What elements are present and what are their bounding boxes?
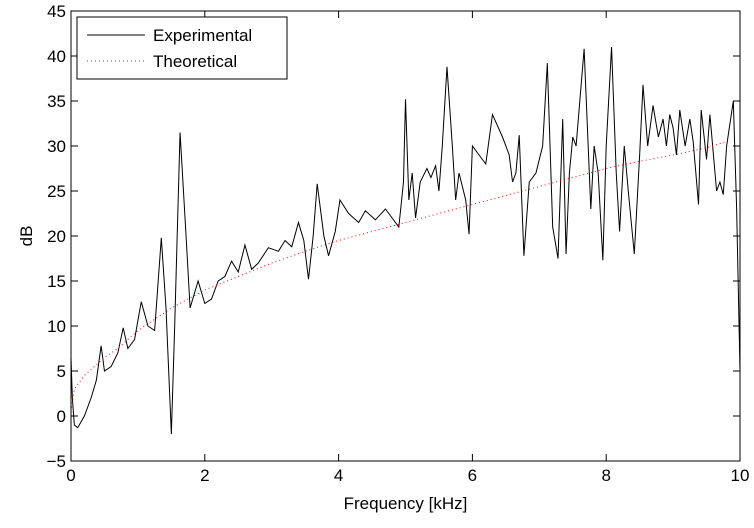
y-axis-label: dB: [17, 226, 36, 247]
data-line: [70, 46, 741, 435]
y-tick-label: 35: [47, 92, 66, 111]
y-tick-label: 40: [47, 47, 66, 66]
y-tick-label: −5: [47, 452, 66, 471]
legend-box: [76, 16, 288, 80]
x-tick-label: 0: [66, 466, 75, 485]
y-tick-label: 5: [57, 362, 66, 381]
y-tick-label: 10: [47, 317, 66, 336]
legend-label: Experimental: [153, 26, 252, 45]
x-tick-label: 8: [601, 466, 610, 485]
y-tick-label: 25: [47, 182, 66, 201]
y-tick-label: 30: [47, 137, 66, 156]
plot-area: [71, 11, 740, 461]
x-tick-label: 6: [468, 466, 477, 485]
y-tick-label: 20: [47, 227, 66, 246]
y-tick-label: 45: [47, 2, 66, 21]
x-tick-label: 4: [334, 466, 343, 485]
x-tick-label: 2: [200, 466, 209, 485]
axes-frame: [70, 10, 741, 462]
x-axis-label: Frequency [kHz]: [344, 494, 468, 513]
x-tick-label: 10: [731, 466, 750, 485]
y-tick-label: 0: [57, 407, 66, 426]
legend-label: Theoretical: [153, 52, 237, 71]
y-tick-label: 15: [47, 272, 66, 291]
